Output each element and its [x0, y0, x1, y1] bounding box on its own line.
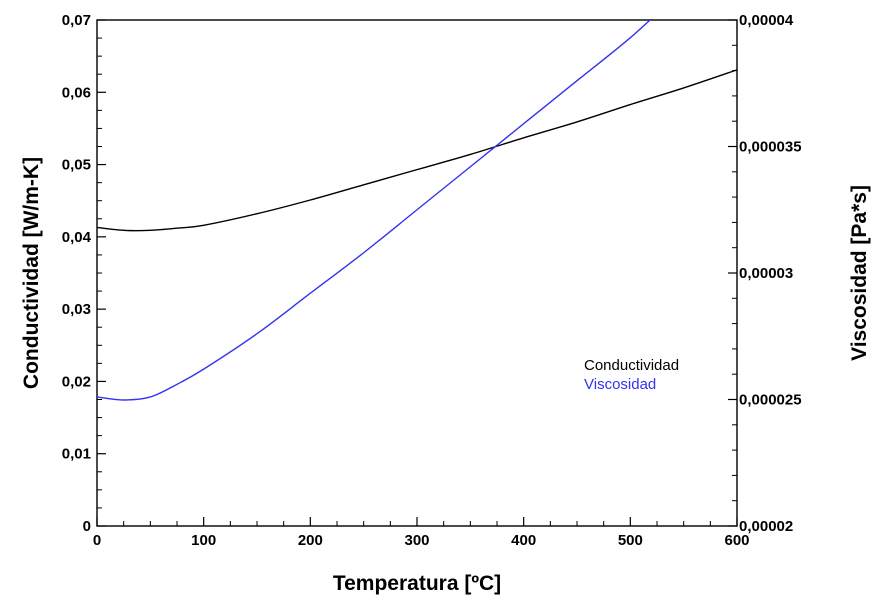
y-left-tick-label-6: 0,06 [62, 84, 91, 101]
series-line-conductividad [97, 69, 737, 232]
legend: Conductividad Viscosidad [584, 357, 679, 393]
y-left-tick-label-3: 0,03 [62, 301, 91, 318]
y-left-tick-label-0: 0 [83, 518, 91, 535]
x-tick-label-6: 600 [724, 532, 749, 549]
x-tick-label-2: 200 [298, 532, 323, 549]
y-right-tick-label-3: 0,000035 [739, 139, 802, 156]
ticks-layer: 0 100 200 300 400 500 600 0 0,01 0,02 0,03 0,04 0,05… [62, 12, 802, 549]
y-right-tick-label-0: 0,00002 [739, 518, 793, 535]
legend-entry-conductividad: Conductividad [584, 357, 679, 374]
y-right-tick-label-4: 0,00004 [739, 12, 794, 29]
x-tick-label-5: 500 [618, 532, 643, 549]
y-left-tick-label-7: 0,07 [62, 12, 91, 29]
y-left-tick-label-2: 0,02 [62, 373, 91, 390]
x-tick-label-0: 0 [93, 532, 101, 549]
legend-entry-viscosidad: Viscosidad [584, 376, 656, 393]
x-tick-label-4: 400 [511, 532, 536, 549]
y-left-tick-label-5: 0,05 [62, 157, 91, 174]
x-axis-title: Temperatura [ºC] [333, 572, 501, 595]
series-layer [97, 20, 737, 401]
x-tick-label-1: 100 [191, 532, 216, 549]
series-line-viscosidad [97, 20, 652, 401]
x-tick-label-3: 300 [404, 532, 429, 549]
y-left-axis-title: Conductividad [W/m-K] [20, 157, 43, 389]
y-left-tick-label-4: 0,04 [62, 229, 92, 246]
y-right-tick-label-2: 0,00003 [739, 265, 793, 282]
y-right-axis-title: Viscosidad [Pa*s] [848, 185, 871, 361]
y-right-tick-label-1: 0,000025 [739, 392, 802, 409]
y-left-tick-label-1: 0,01 [62, 446, 91, 463]
